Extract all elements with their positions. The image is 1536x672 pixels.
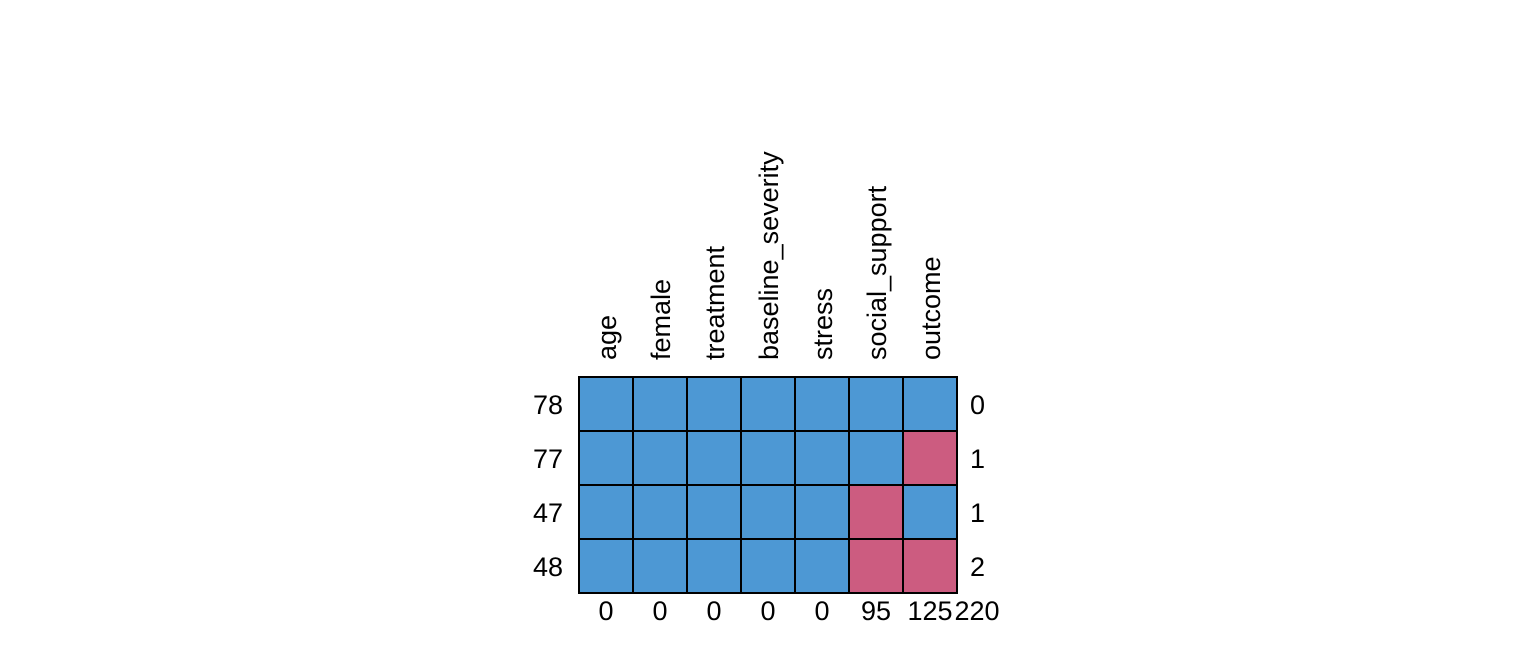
variable-missing-total: 0 xyxy=(814,596,829,626)
variable-missing-total: 95 xyxy=(861,596,891,626)
observed-cell xyxy=(740,430,796,486)
observed-cell xyxy=(740,538,796,594)
missing-vars-label: 0 xyxy=(970,390,985,420)
observed-cell xyxy=(578,538,634,594)
observed-cell xyxy=(686,484,742,540)
observed-cell xyxy=(632,430,688,486)
observed-cell xyxy=(578,484,634,540)
observed-cell xyxy=(686,538,742,594)
observed-cell xyxy=(740,484,796,540)
variable-label: baseline_severity xyxy=(754,151,784,360)
missing-cell xyxy=(902,538,958,594)
observed-cell xyxy=(794,430,850,486)
observed-cell xyxy=(848,376,904,432)
variable-label: social_support xyxy=(862,185,892,360)
variable-label: treatment xyxy=(700,245,730,360)
observed-cell xyxy=(902,376,958,432)
variable-missing-total: 0 xyxy=(760,596,775,626)
variable-label: stress xyxy=(808,288,838,360)
observed-cell xyxy=(632,538,688,594)
observed-cell xyxy=(578,430,634,486)
missing-cell xyxy=(848,538,904,594)
variable-missing-total: 0 xyxy=(652,596,667,626)
missing-cell xyxy=(902,430,958,486)
observed-cell xyxy=(632,484,688,540)
total-missing-label: 220 xyxy=(954,596,999,626)
variable-missing-total: 125 xyxy=(907,596,952,626)
variable-label: outcome xyxy=(916,256,946,360)
missing-cell xyxy=(848,484,904,540)
variable-missing-total: 0 xyxy=(598,596,613,626)
pattern-count-label: 47 xyxy=(533,498,563,528)
observed-cell xyxy=(794,484,850,540)
observed-cell xyxy=(686,430,742,486)
missing-vars-label: 2 xyxy=(970,552,985,582)
pattern-count-label: 78 xyxy=(533,390,563,420)
observed-cell xyxy=(794,376,850,432)
variable-label: age xyxy=(592,315,622,360)
missing-vars-label: 1 xyxy=(970,444,985,474)
variable-label: female xyxy=(646,279,676,360)
observed-cell xyxy=(686,376,742,432)
observed-cell xyxy=(794,538,850,594)
pattern-count-label: 48 xyxy=(533,552,563,582)
observed-cell xyxy=(632,376,688,432)
pattern-count-label: 77 xyxy=(533,444,563,474)
observed-cell xyxy=(578,376,634,432)
observed-cell xyxy=(740,376,796,432)
observed-cell xyxy=(848,430,904,486)
observed-cell xyxy=(902,484,958,540)
missing-vars-label: 1 xyxy=(970,498,985,528)
variable-missing-total: 0 xyxy=(706,596,721,626)
